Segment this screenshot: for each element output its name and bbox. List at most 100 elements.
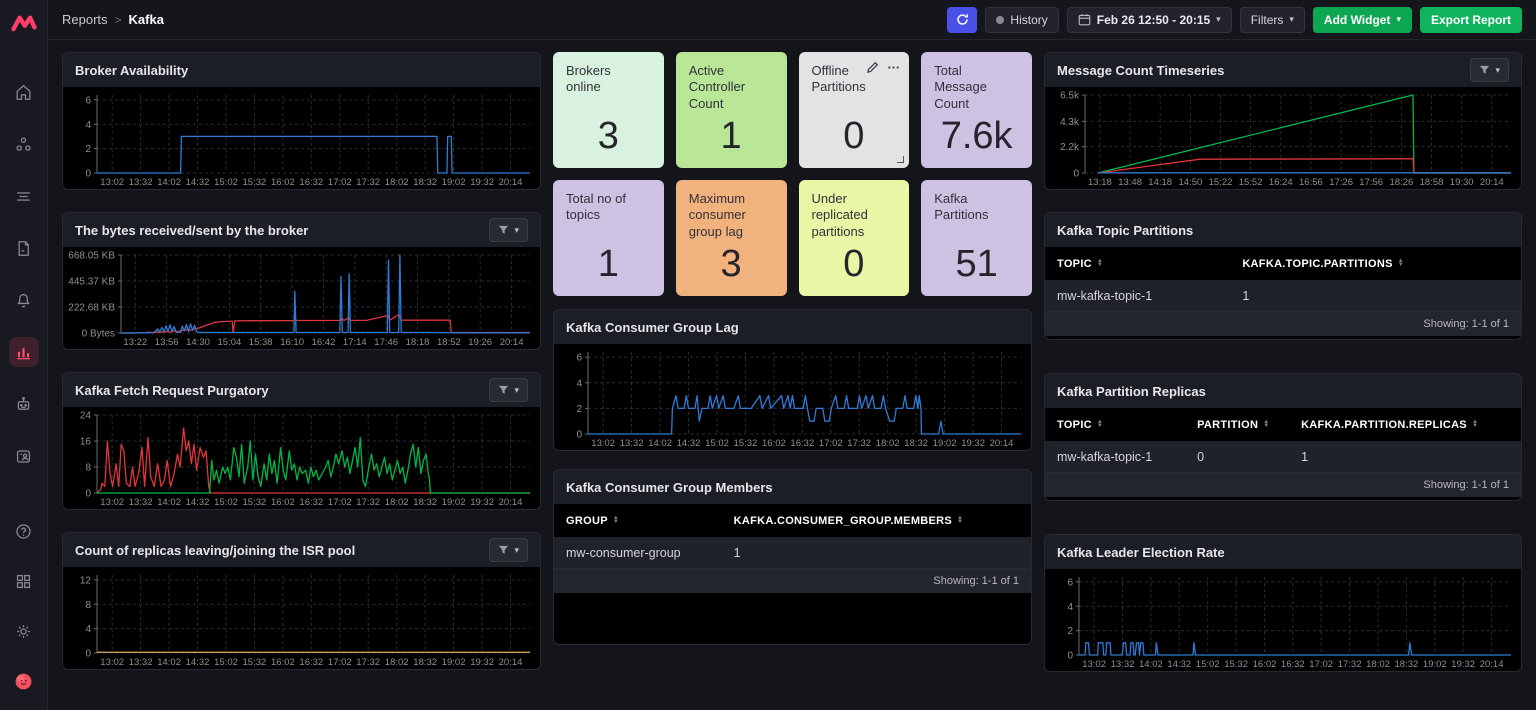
svg-text:19:32: 19:32 xyxy=(1451,659,1475,670)
message-count-chart[interactable]: 0 2.2k 4.3k 6.5k 13:18 13:48 14:18 14:50 15:22 15… xyxy=(1045,87,1521,189)
sort-icon[interactable]: ▲ ▼ xyxy=(1471,418,1479,429)
svg-text:15:02: 15:02 xyxy=(214,657,238,668)
svg-text:15:02: 15:02 xyxy=(705,438,729,449)
table-row[interactable]: mw-kafka-topic-1 1 xyxy=(1045,280,1521,312)
settings-gear-icon[interactable] xyxy=(9,616,39,646)
svg-text:18:02: 18:02 xyxy=(876,438,900,449)
help-icon[interactable] xyxy=(9,516,39,546)
table-row[interactable]: mw-consumer-group 1 xyxy=(554,537,1031,569)
filter-button[interactable]: ▾ xyxy=(1470,58,1509,82)
access-audit-icon[interactable] xyxy=(9,441,39,471)
export-report-button[interactable]: Export Report xyxy=(1419,6,1522,33)
consumer-lag-chart[interactable]: 0 2 4 6 13:02 13:32 14:02 14:32 15:02 15:32 16:02 1… xyxy=(554,344,1031,450)
chevron-down-icon: ▾ xyxy=(1396,14,1401,24)
svg-text:19:32: 19:32 xyxy=(470,497,494,508)
svg-text:15:32: 15:32 xyxy=(243,177,267,188)
stat-value: 3 xyxy=(720,243,742,285)
stat-card[interactable]: Total Message Count 7.6k xyxy=(921,52,1032,168)
alerts-bell-icon[interactable] xyxy=(9,285,39,315)
column-header[interactable]: KAFKA.PARTITION.REPLICAS ▲ ▼ xyxy=(1301,418,1479,431)
stat-label: Under replicated partitions xyxy=(811,191,868,239)
date-range-picker[interactable]: Feb 26 12:50 - 20:15 ▾ xyxy=(1066,6,1232,33)
bytes-chart[interactable]: 0 Bytes 222.68 KB 445.37 KB 668.05 KB 13:22 1… xyxy=(63,247,540,349)
column-header[interactable]: KAFKA.TOPIC.PARTITIONS ▲ ▼ xyxy=(1242,257,1404,270)
stat-card[interactable]: Offline Partitions 0 xyxy=(798,52,910,168)
column-header[interactable]: GROUP ▲ ▼ xyxy=(566,514,620,527)
isr-pool-chart[interactable]: 0 4 8 12 13:02 13:32 14:02 14:32 15:02 15:32 16:02… xyxy=(63,567,540,669)
stat-card[interactable]: Maximum consumer group lag 3 xyxy=(675,180,787,296)
stat-label: Total no of topics xyxy=(566,191,626,223)
bot-icon[interactable] xyxy=(9,389,39,419)
stat-card-grid: Brokers online 3 Active Controller Count 1 O… xyxy=(553,52,1032,296)
column-header[interactable]: KAFKA.CONSUMER_GROUP.MEMBERS ▲ ▼ xyxy=(733,514,964,527)
svg-text:20:14: 20:14 xyxy=(499,177,523,188)
leader-election-chart[interactable]: 0 2 4 6 13:02 13:32 14:02 14:32 15:02 15:32 16:02 1… xyxy=(1045,569,1521,671)
sort-icon[interactable]: ▲ ▼ xyxy=(612,514,620,525)
svg-text:17:32: 17:32 xyxy=(356,657,380,668)
broker-availability-card: Broker Availability 0 2 4 6 13:02 13:32 14:02 1… xyxy=(62,52,541,190)
apps-grid-icon[interactable] xyxy=(9,566,39,596)
column-header[interactable]: PARTITION ▲ ▼ xyxy=(1197,418,1270,431)
svg-text:14:02: 14:02 xyxy=(1139,659,1163,670)
svg-text:2: 2 xyxy=(576,404,582,415)
filters-button[interactable]: Filters ▾ xyxy=(1239,6,1305,33)
svg-text:0: 0 xyxy=(1073,169,1079,180)
filter-button[interactable]: ▾ xyxy=(489,378,528,402)
more-options-icon[interactable] xyxy=(887,61,900,74)
table-row[interactable]: mw-kafka-topic-1 0 1 xyxy=(1045,441,1521,473)
svg-text:15:52: 15:52 xyxy=(1239,177,1263,188)
sort-icon[interactable]: ▲ ▼ xyxy=(957,514,964,525)
resize-handle[interactable] xyxy=(897,156,905,163)
date-range-value: Feb 26 12:50 - 20:15 xyxy=(1096,12,1211,27)
svg-text:15:22: 15:22 xyxy=(1209,177,1233,188)
filters-label: Filters xyxy=(1250,12,1284,27)
reports-chart-icon[interactable] xyxy=(8,337,39,367)
stat-card[interactable]: Brokers online 3 xyxy=(553,52,664,168)
svg-text:14:32: 14:32 xyxy=(677,438,701,449)
sort-icon[interactable]: ▲ ▼ xyxy=(1096,418,1104,429)
logs-icon[interactable] xyxy=(9,181,39,211)
stat-card[interactable]: Active Controller Count 1 xyxy=(675,52,787,168)
card-title: The bytes received/sent by the broker xyxy=(75,222,309,238)
infrastructure-icon[interactable] xyxy=(9,129,39,159)
home-icon[interactable] xyxy=(9,77,39,107)
card-title: Kafka Consumer Group Members xyxy=(566,479,773,495)
sort-icon[interactable]: ▲ ▼ xyxy=(1096,257,1104,268)
svg-text:13:02: 13:02 xyxy=(100,657,124,668)
funnel-icon xyxy=(499,385,509,394)
svg-text:13:32: 13:32 xyxy=(129,177,153,188)
svg-text:12: 12 xyxy=(80,575,92,586)
svg-text:18:52: 18:52 xyxy=(437,337,461,348)
svg-text:6: 6 xyxy=(576,353,582,364)
sort-icon[interactable]: ▲ ▼ xyxy=(1397,257,1404,268)
fetch-purgatory-chart[interactable]: 0 8 16 24 13:02 13:32 14:02 14:32 15:02 15:32 16:0… xyxy=(63,407,540,509)
card-title: Kafka Consumer Group Lag xyxy=(566,319,739,335)
svg-text:17:14: 17:14 xyxy=(343,337,367,348)
refresh-button[interactable] xyxy=(947,6,978,33)
column-header[interactable]: TOPIC ▲ ▼ xyxy=(1057,257,1104,270)
filter-button[interactable]: ▾ xyxy=(489,218,528,242)
document-icon[interactable] xyxy=(9,233,39,263)
sort-icon[interactable]: ▲ ▼ xyxy=(1263,418,1270,429)
breadcrumb-reports[interactable]: Reports xyxy=(62,12,108,27)
card-title: Kafka Fetch Request Purgatory xyxy=(75,382,269,398)
stat-card[interactable]: Total no of topics 1 xyxy=(553,180,664,296)
history-button[interactable]: History xyxy=(985,6,1059,33)
table-header-row: GROUP ▲ ▼ KAFKA.CONSUMER_GROUP.MEMBERS ▲ ▼ xyxy=(554,504,1031,537)
user-avatar[interactable] xyxy=(9,666,39,696)
svg-text:16:02: 16:02 xyxy=(762,438,786,449)
table-pagination: Showing: 1-1 of 1 xyxy=(1045,312,1521,336)
add-widget-button[interactable]: Add Widget ▾ xyxy=(1312,6,1412,33)
filter-button[interactable]: ▾ xyxy=(489,538,528,562)
middleware-logo[interactable] xyxy=(10,10,38,41)
svg-text:17:32: 17:32 xyxy=(847,438,871,449)
stat-card[interactable]: Kafka Partitions 51 xyxy=(921,180,1032,296)
svg-text:0: 0 xyxy=(576,430,582,441)
broker-availability-chart[interactable]: 0 2 4 6 13:02 13:32 14:02 14:32 15:02 15:32 16:02 1… xyxy=(63,87,540,189)
edit-pencil-icon[interactable] xyxy=(866,61,879,74)
stat-card[interactable]: Under replicated partitions 0 xyxy=(798,180,910,296)
add-widget-label: Add Widget xyxy=(1323,12,1391,27)
stat-label: Maximum consumer group lag xyxy=(688,191,746,239)
svg-text:0: 0 xyxy=(1067,651,1073,662)
column-header[interactable]: TOPIC ▲ ▼ xyxy=(1057,418,1104,431)
